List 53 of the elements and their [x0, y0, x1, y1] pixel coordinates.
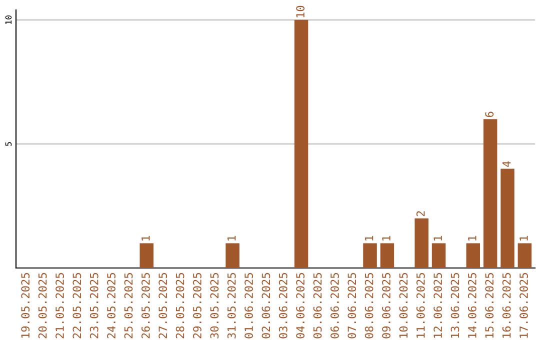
x-tick-label: 15.06.2025 [485, 273, 494, 338]
bar [380, 243, 394, 268]
x-tick-label: 19.05.2025 [21, 273, 30, 338]
x-tick-label: 26.05.2025 [141, 273, 150, 338]
data-label: 1 [468, 236, 476, 240]
data-label: 2 [416, 211, 425, 216]
bar [414, 218, 428, 268]
x-tick-label: 23.05.2025 [90, 273, 98, 338]
x-tick-label: 08.06.2025 [364, 273, 374, 338]
x-tick-label: 07.06.2025 [348, 273, 356, 338]
bar [466, 243, 480, 268]
data-label: 6 [485, 112, 494, 118]
x-tick-label: 20.05.2025 [38, 273, 47, 338]
data-label: 1 [142, 236, 150, 240]
x-tick-label: 13.06.2025 [450, 273, 460, 338]
bar [500, 168, 514, 268]
x-tick-label: 02.06.2025 [262, 273, 270, 338]
x-tick-label: 09.06.2025 [382, 273, 390, 338]
x-tick-label: 24.05.2025 [107, 273, 116, 338]
x-tick-label: 27.05.2025 [158, 273, 168, 338]
bar [140, 243, 154, 268]
x-tick-label: 29.05.2025 [193, 273, 202, 338]
x-tick-label: 16.06.2025 [502, 273, 511, 338]
bar [518, 243, 532, 268]
x-tick-label: 25.05.2025 [124, 273, 133, 338]
bar [294, 20, 308, 268]
y-tick-label: 5 [5, 142, 12, 146]
x-tick-label: 14.06.2025 [468, 273, 476, 338]
data-label: 4 [502, 161, 511, 167]
data-label: 1 [520, 236, 528, 240]
bar [432, 243, 446, 268]
x-tick-label: 03.06.2025 [278, 273, 288, 338]
x-tick-label: 12.06.2025 [434, 273, 442, 338]
x-tick-label: 30.05.2025 [210, 273, 219, 338]
bar [226, 243, 240, 268]
x-tick-label: 11.06.2025 [416, 273, 425, 338]
x-tick-label: 21.05.2025 [56, 273, 64, 338]
x-tick-label: 05.06.2025 [313, 273, 322, 338]
data-label: 10 [296, 6, 305, 18]
x-tick-label: 31.05.2025 [227, 273, 236, 338]
data-label: 1 [434, 236, 442, 240]
x-tick-label: 28.05.2025 [176, 273, 184, 338]
x-tick-label: 22.05.2025 [72, 273, 82, 338]
bar [483, 119, 498, 268]
data-label: 1 [382, 236, 390, 240]
x-tick-label: 06.06.2025 [330, 273, 339, 338]
x-tick-label: 10.06.2025 [399, 273, 408, 338]
x-tick-label: 17.06.2025 [520, 273, 528, 338]
x-tick-label: 04.06.2025 [296, 273, 305, 338]
data-label: 1 [228, 236, 236, 240]
x-tick-label: 01.06.2025 [244, 273, 253, 338]
data-label: 1 [365, 236, 374, 240]
bar [363, 243, 377, 268]
